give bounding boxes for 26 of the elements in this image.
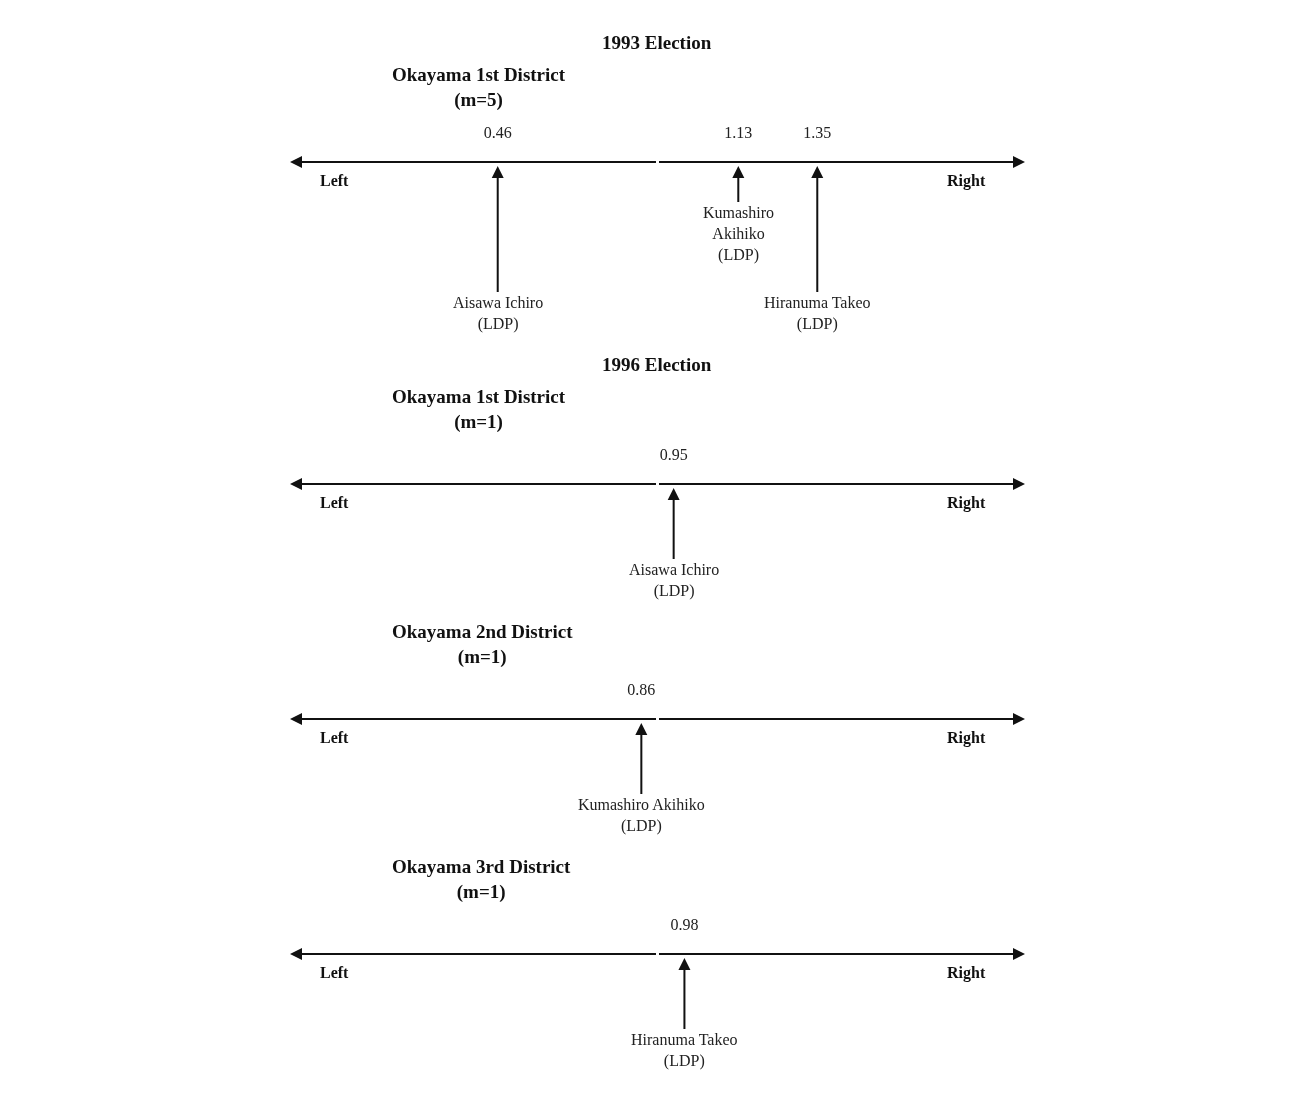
category-label: Aisawa Ichiro (LDP)	[629, 561, 720, 600]
text: Left	[320, 494, 350, 511]
text: Left	[320, 172, 350, 189]
data-label: 1.35	[803, 124, 832, 141]
category-label: Kumashiro Akihiko (LDP)	[578, 796, 705, 835]
text: 1996 Election	[602, 354, 712, 375]
text: Right	[947, 494, 986, 512]
category-label: Hiranuma Takeo (LDP)	[764, 294, 871, 333]
data-label: 1.13	[724, 124, 753, 141]
text: Okayama 3rd District (m=1)	[392, 856, 572, 903]
text: Left	[320, 964, 350, 981]
data-label: 0.86	[627, 681, 656, 698]
category-label: Kumashiro Akihiko (LDP)	[703, 204, 775, 264]
data-label: 0.98	[670, 916, 699, 933]
data-label: 0.95	[659, 446, 688, 463]
text: 1993 Election	[602, 32, 712, 53]
data-label: 0.46	[483, 124, 512, 141]
text: Okayama 1st District (m=1)	[392, 386, 566, 433]
category-label: Aisawa Ichiro (LDP)	[453, 294, 544, 333]
text: Right	[947, 172, 986, 190]
text: Okayama 1st District (m=5)	[392, 64, 566, 111]
text: Right	[947, 729, 986, 747]
text: Okayama 2nd District (m=1)	[392, 621, 574, 668]
category-label: Hiranuma Takeo (LDP)	[631, 1031, 738, 1070]
text: Right	[947, 964, 986, 982]
text: Left	[320, 729, 350, 746]
